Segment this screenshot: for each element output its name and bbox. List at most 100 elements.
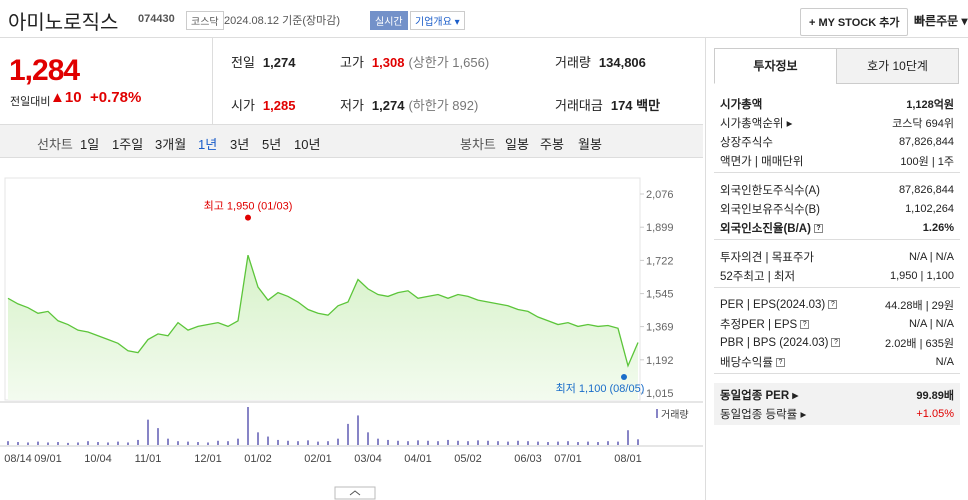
- stat-label: 거래량: [555, 55, 591, 70]
- volume-bar: [617, 441, 619, 445]
- info-row: 동일업종 등락률 ▸ +1.05%: [720, 404, 954, 423]
- volume-bar: [517, 440, 519, 445]
- quick-order[interactable]: 빠른주문 ▾: [914, 14, 968, 28]
- realtime[interactable]: 실시간: [370, 11, 408, 30]
- help-icon[interactable]: ?: [831, 337, 841, 347]
- info-row: 시가총액순위 ▸ 코스닥 694위: [720, 113, 954, 132]
- volume-bar: [87, 441, 89, 445]
- period[interactable]: 5년: [262, 137, 282, 152]
- help-icon[interactable]: ?: [800, 319, 810, 329]
- info-label-wrap: 외국인보유주식수(B): [720, 201, 820, 217]
- volume-bar: [497, 441, 499, 445]
- market-badge: 코스닥: [186, 11, 224, 30]
- tab[interactable]: 투자정보: [714, 48, 837, 84]
- x-tick-label: 09/01: [34, 453, 62, 465]
- volume-bar: [347, 423, 349, 445]
- y-tick-label: 2,076: [646, 189, 674, 201]
- chart: 2,076 1,899 1,722 1,545 1,369 1,192 1,015 거래량 08…: [0, 177, 703, 500]
- volume-bar: [547, 442, 549, 445]
- info-label: 추정PER | EPS: [720, 318, 798, 331]
- period[interactable]: 1주일: [112, 137, 144, 152]
- period-bar: 선차트 1일 1주일 3개월 1년 3년 5년 10년 봉차트 일봉 주봉 월봉: [0, 124, 703, 158]
- volume-bar: [7, 441, 9, 445]
- help-icon[interactable]: ?: [775, 357, 785, 367]
- candle-chart-label: 봉차트: [460, 137, 496, 152]
- stat-label: 시가: [231, 98, 255, 113]
- info-value: 1,102,264: [905, 202, 954, 215]
- header: 아미노로직스 074430 코스닥 2024.08.12 기준(장마감) 실시간…: [0, 0, 968, 38]
- change: ▲10: [50, 89, 82, 106]
- x-tick-label: 10/04: [84, 453, 112, 465]
- info-label-wrap: 동일업종 등락률 ▸: [720, 406, 806, 422]
- y-tick-label: 1,015: [646, 388, 674, 400]
- volume-bar: [47, 442, 49, 445]
- volume-bar: [167, 438, 169, 445]
- info-label-wrap: 배당수익률?: [720, 354, 785, 370]
- info-label: 상장주식수: [720, 136, 773, 149]
- extreme-label: 최고 1,950 (01/03): [204, 200, 293, 213]
- volume-bar: [57, 442, 59, 445]
- info-group: 동일업종 PER ▸ 99.89배 동일업종 등락률 ▸ +1.05%: [714, 383, 960, 425]
- info-label-wrap: PER | EPS(2024.03)?: [720, 299, 838, 311]
- volume-bar: [597, 442, 599, 445]
- info-value: 코스닥 694위: [892, 117, 954, 130]
- info-value: N/A: [935, 355, 954, 368]
- volume-bar: [97, 442, 99, 445]
- stat-label: 고가: [340, 55, 364, 70]
- info-row: 52주최고 | 최저 1,950 | 1,100: [720, 266, 954, 285]
- volume-bar: [17, 442, 19, 445]
- y-tick-label: 1,545: [646, 289, 674, 301]
- info-group: 외국인한도주식수(A) 87,826,844 외국인보유주식수(B) 1,102,26…: [714, 178, 960, 240]
- period[interactable]: 10년: [294, 137, 321, 152]
- info-row: 추정PER | EPS? N/A | N/A: [720, 314, 954, 333]
- info-value: 87,826,844: [898, 135, 954, 148]
- volume-bar: [127, 442, 129, 445]
- volume-bar: [237, 438, 239, 445]
- volume-bar: [627, 430, 629, 445]
- period[interactable]: 주봉: [540, 137, 564, 152]
- volume-bar: [267, 436, 269, 445]
- y-tick-label: 1,192: [646, 355, 674, 367]
- extreme-dot: [245, 214, 251, 221]
- volume-bar: [607, 441, 609, 445]
- info-value: N/A | N/A: [908, 250, 954, 263]
- period[interactable]: 일봉: [505, 137, 529, 152]
- info-label: 외국인한도주식수(A): [720, 184, 820, 197]
- info-group: 투자의견 | 목표주가 N/A | N/A 52주최고 | 최저 1,950 | 1,…: [714, 245, 960, 288]
- volume-bar: [447, 439, 449, 445]
- volume-bar: [227, 441, 229, 445]
- help-icon[interactable]: ?: [828, 299, 838, 309]
- help-icon[interactable]: ?: [813, 223, 823, 233]
- volume-bar: [457, 440, 459, 445]
- legend-swatch: [656, 409, 658, 418]
- info-label-wrap: 추정PER | EPS?: [720, 316, 810, 332]
- volume-bar: [157, 428, 159, 445]
- volume-bar: [537, 441, 539, 445]
- x-tick-label: 12/01: [194, 453, 222, 465]
- volume-bar: [367, 432, 369, 445]
- line-chart-label: 선차트: [37, 137, 73, 152]
- period[interactable]: 월봉: [578, 137, 602, 152]
- tab[interactable]: 호가 10단계: [836, 48, 959, 84]
- company-info[interactable]: 기업개요 ▾: [410, 11, 465, 30]
- mystock-button[interactable]: + MY STOCK 추가: [800, 8, 909, 36]
- volume-bar: [637, 439, 639, 445]
- info-label: 시가총액: [720, 98, 763, 111]
- y-tick-label: 1,722: [646, 255, 674, 267]
- volume-bar: [27, 442, 29, 445]
- price-area: [8, 255, 638, 400]
- period[interactable]: 3개월: [155, 137, 187, 152]
- info-row: PER | EPS(2024.03)? 44.28배 | 29원: [720, 295, 954, 314]
- period[interactable]: 1년: [198, 137, 218, 152]
- info-row: 외국인한도주식수(A) 87,826,844: [720, 180, 954, 199]
- collapse-button[interactable]: [334, 486, 376, 500]
- volume-bar: [147, 419, 149, 445]
- period[interactable]: 3년: [230, 137, 250, 152]
- info-label: PBR | BPS (2024.03): [720, 336, 829, 349]
- volume-bar: [257, 432, 259, 445]
- info-label-wrap: 외국인한도주식수(A): [720, 182, 820, 198]
- volume-bar: [187, 441, 189, 445]
- x-tick-label: 08/01: [614, 453, 642, 465]
- period[interactable]: 1일: [80, 137, 100, 152]
- stat: 저가 1,274 (하한가 892): [340, 95, 478, 114]
